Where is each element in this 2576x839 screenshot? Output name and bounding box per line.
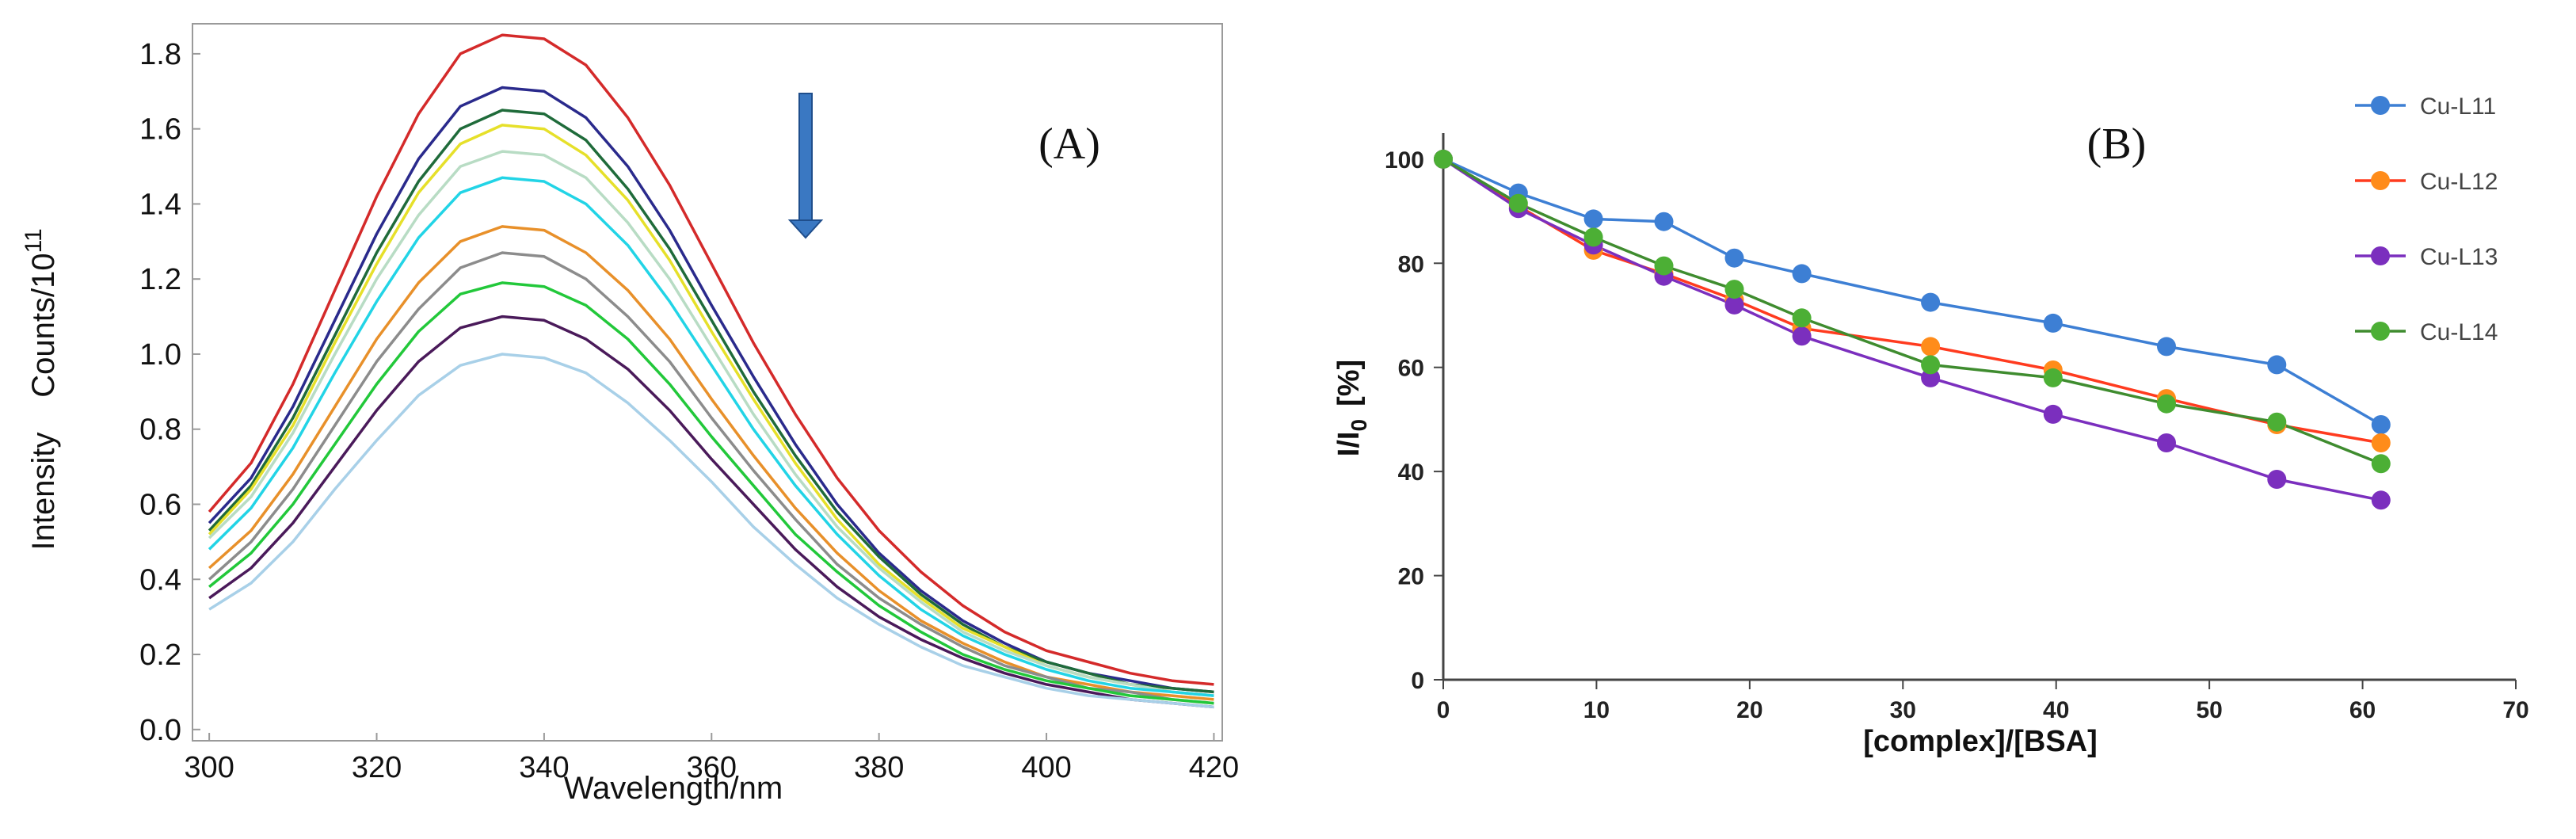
chart-b-point-cu-l11 — [2267, 355, 2287, 375]
chart-b-y-ticks: 0 20 40 60 80 100 — [1385, 147, 1443, 694]
chart-b-point-cu-l14 — [2371, 454, 2391, 474]
chart-b-point-cu-l11 — [1724, 248, 1744, 268]
chart-b-point-cu-l11 — [2043, 313, 2063, 333]
chart-b-point-cu-l12 — [2371, 433, 2391, 452]
chart-b-x-tick-label: 60 — [2349, 697, 2376, 723]
chart-a-y-tick-label: 1.2 — [139, 263, 181, 296]
chart-b-series-markers — [1434, 149, 2391, 510]
chart-b-point-cu-l11 — [1654, 212, 1674, 231]
chart-a-y-axis-unit: Counts/1011 — [21, 228, 61, 398]
chart-b-legend: Cu-L11 Cu-L12 Cu-L13 Cu-L14 — [2355, 93, 2498, 345]
chart-b-point-cu-l13 — [2043, 404, 2063, 424]
chart-b-y-tick-label: 100 — [1385, 147, 1424, 174]
chart-b-point-cu-l14 — [2157, 394, 2176, 414]
chart-a-curve-0 — [208, 33, 1214, 686]
chart-a-x-tick-label: 420 — [1189, 751, 1239, 784]
chart-b-legend-label: Cu-L12 — [2420, 169, 2498, 195]
chart-a-y-tick-label: 0.4 — [139, 563, 181, 597]
chart-b-x-tick-label: 50 — [2196, 697, 2222, 723]
chart-b-point-cu-l14 — [1921, 355, 1941, 375]
chart-a-y-tick-label: 1.4 — [139, 188, 181, 221]
chart-a-y-tick-label: 0.2 — [139, 639, 181, 672]
chart-b-legend-marker — [2371, 171, 2390, 190]
chart-a-panel-label: (A) — [1038, 120, 1100, 169]
chart-b-x-tick-label: 70 — [2502, 697, 2528, 723]
chart-b-point-cu-l13 — [2157, 433, 2176, 452]
chart-b-point-cu-l11 — [1921, 292, 1941, 312]
chart-a-x-tick-label: 380 — [854, 751, 904, 784]
chart-a-curve-9 — [208, 315, 1214, 709]
chart-a-down-arrow-icon — [787, 93, 824, 239]
chart-a-x-tick-label: 340 — [519, 751, 569, 784]
chart-b-y-tick-label: 20 — [1398, 564, 1424, 590]
chart-a-curve-7 — [208, 251, 1214, 705]
chart-b-point-cu-l13 — [1921, 368, 1941, 387]
chart-a-curve-5 — [208, 176, 1214, 697]
chart-b-x-ticks: 0 10 20 30 40 50 60 70 — [1437, 680, 2529, 723]
chart-a-curve-2 — [208, 109, 1214, 694]
chart-b-legend-marker — [2371, 322, 2390, 341]
chart-a-curve-4 — [208, 150, 1214, 697]
chart-a-y-unit-exponent: 11 — [21, 228, 47, 253]
chart-b-x-tick-label: 40 — [2043, 697, 2069, 723]
chart-b-x-tick-label: 10 — [1583, 697, 1610, 723]
chart-a-x-axis-label: Wavelength/nm — [564, 771, 783, 806]
chart-b-point-cu-l14 — [1434, 149, 1453, 169]
chart-a: 300 320 340 360 380 400 420 0.0 0.2 0.4 0.6 0.8 1.0… — [21, 23, 1239, 806]
chart-b: 0 20 40 60 80 100 0 10 20 30 40 50 60 70 (B) [comple… — [1332, 93, 2529, 758]
chart-b-point-cu-l13 — [2267, 470, 2287, 489]
chart-b-point-cu-l13 — [1792, 326, 1812, 346]
chart-a-x-tick-label: 300 — [184, 751, 234, 784]
chart-b-point-cu-l14 — [2267, 412, 2287, 432]
chart-b-legend-label: Cu-L14 — [2420, 319, 2498, 345]
chart-a-y-tick-label: 0.8 — [139, 414, 181, 447]
chart-b-y-axis-label: I/I0 [%] — [1332, 360, 1371, 456]
chart-b-point-cu-l11 — [1792, 264, 1812, 284]
chart-a-curve-10 — [208, 353, 1214, 709]
chart-b-point-cu-l11 — [1583, 209, 1603, 229]
chart-b-point-cu-l12 — [1921, 337, 1941, 357]
chart-b-y-label-base: I/I — [1332, 432, 1366, 457]
chart-b-x-tick-label: 20 — [1736, 697, 1762, 723]
chart-b-y-label-unit: [%] — [1332, 360, 1366, 406]
chart-b-point-cu-l14 — [1508, 193, 1528, 213]
chart-a-x-ticks: 300 320 340 360 380 400 420 — [184, 733, 1239, 784]
chart-a-y-unit-base: Counts/10 — [26, 253, 61, 397]
chart-b-legend-label: Cu-L13 — [2420, 244, 2498, 270]
chart-b-point-cu-l11 — [2371, 415, 2391, 434]
chart-a-y-tick-label: 0.0 — [139, 714, 181, 747]
chart-b-legend-label: Cu-L11 — [2420, 93, 2496, 120]
chart-a-curves — [208, 33, 1214, 709]
chart-b-legend-marker — [2371, 96, 2390, 115]
chart-b-x-axis-label: [complex]/[BSA] — [1863, 725, 2098, 758]
chart-a-y-axis-label: Intensity — [26, 433, 61, 551]
chart-b-y-tick-label: 0 — [1411, 668, 1424, 694]
chart-a-curve-8 — [208, 281, 1214, 705]
chart-b-legend-marker — [2371, 246, 2390, 265]
chart-b-x-tick-label: 30 — [1890, 697, 1916, 723]
chart-b-point-cu-l14 — [1724, 280, 1744, 299]
chart-b-y-tick-label: 60 — [1398, 356, 1424, 382]
chart-b-point-cu-l14 — [1654, 256, 1674, 276]
chart-a-y-tick-label: 1.0 — [139, 338, 181, 372]
chart-b-y-label-sub: 0 — [1347, 419, 1371, 432]
chart-b-point-cu-l13 — [1724, 295, 1744, 315]
chart-b-point-cu-l14 — [1583, 227, 1603, 247]
chart-b-point-cu-l14 — [2043, 368, 2063, 387]
chart-b-y-tick-label: 80 — [1398, 251, 1424, 277]
chart-b-x-tick-label: 0 — [1437, 697, 1450, 723]
chart-b-point-cu-l11 — [2157, 337, 2176, 357]
chart-a-y-tick-label: 1.6 — [139, 113, 181, 147]
chart-a-y-tick-label: 0.6 — [139, 488, 181, 521]
chart-a-x-tick-label: 400 — [1021, 751, 1071, 784]
chart-b-y-tick-label: 40 — [1398, 460, 1424, 486]
chart-b-point-cu-l13 — [2371, 490, 2391, 510]
chart-a-x-tick-label: 320 — [352, 751, 402, 784]
chart-a-y-ticks: 0.0 0.2 0.4 0.6 0.8 1.0 1.2 1.4 1.6 1.8 — [139, 38, 200, 747]
chart-b-panel-label: (B) — [2087, 120, 2147, 169]
chart-a-y-tick-label: 1.8 — [139, 38, 181, 71]
chart-b-point-cu-l14 — [1792, 308, 1812, 328]
chart-a-x-tick-label: 360 — [687, 751, 737, 784]
